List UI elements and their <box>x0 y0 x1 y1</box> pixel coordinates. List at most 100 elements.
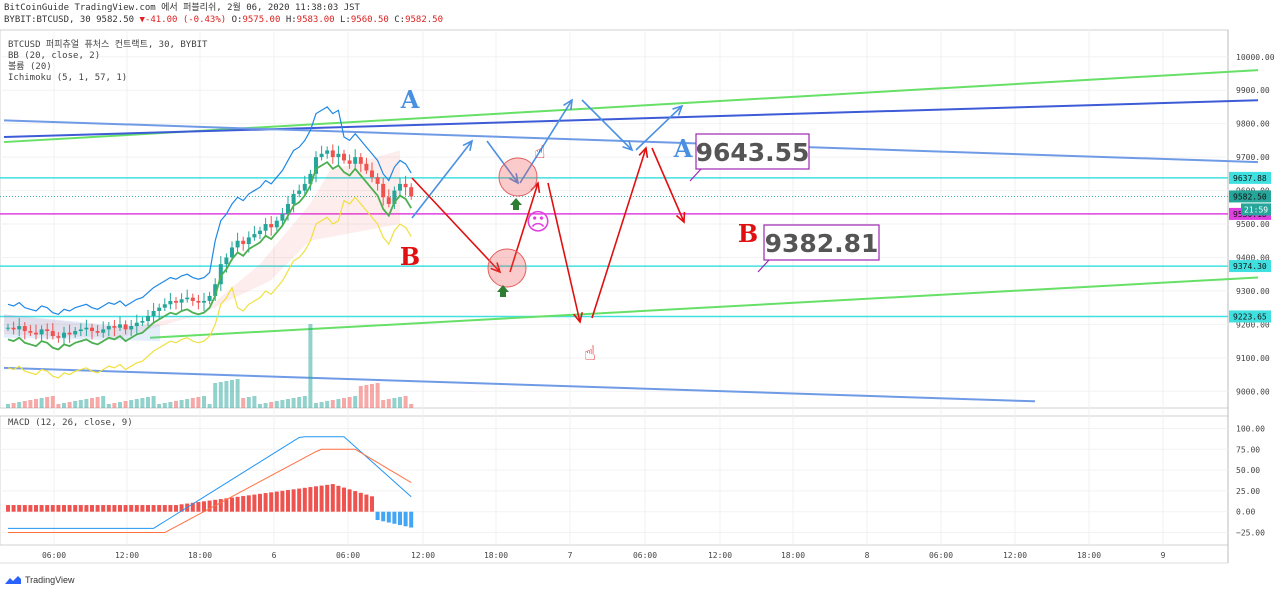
x-tick-label: 06:00 <box>929 551 953 560</box>
symbol-title[interactable]: BTCUSD 퍼피츄얼 퓨처스 컨트랙트, 30, BYBIT <box>8 40 208 50</box>
macd-legend[interactable]: MACD (12, 26, close, 9) <box>8 418 133 428</box>
macd-hist-bar <box>263 493 268 512</box>
candle-body <box>196 300 201 303</box>
low-value: 9560.50 <box>350 15 389 25</box>
volume-bar <box>174 401 178 408</box>
volume-bar <box>246 397 251 408</box>
candle-body <box>179 299 184 303</box>
high-label: H: <box>285 15 297 25</box>
bb-legend[interactable]: BB (20, close, 2) <box>8 51 101 61</box>
red-arrow <box>509 182 539 273</box>
candle-body <box>342 153 346 161</box>
volume-bar <box>185 399 190 408</box>
red-arrow-head <box>675 211 686 224</box>
volume-bar <box>224 381 229 408</box>
candle-body <box>274 220 279 228</box>
candle-body <box>56 336 61 338</box>
volume-bar <box>314 403 318 408</box>
blue-arrow-head <box>622 140 634 152</box>
x-tick-label: 12:00 <box>708 551 732 560</box>
volume-bar <box>308 324 313 408</box>
x-tick-label: 18:00 <box>484 551 508 560</box>
candle-body <box>403 183 408 188</box>
macd-hist-bar <box>28 505 33 512</box>
y-tick-label: 9300.00 <box>1236 287 1270 296</box>
macd-hist-bar <box>353 491 358 512</box>
candle-body <box>258 230 262 235</box>
blue-arrow-head <box>508 173 520 185</box>
countdown-tag <box>1241 203 1271 216</box>
blue-arrow <box>581 99 633 151</box>
macd-hist-bar <box>392 511 397 524</box>
volume-bar <box>56 404 61 408</box>
volume-bar <box>392 398 397 408</box>
wave-label: A <box>400 85 420 114</box>
volume-bar <box>218 382 223 408</box>
candle-body <box>129 326 134 330</box>
bb-upper-line <box>7 106 412 316</box>
x-tick-label: 9 <box>1161 551 1166 560</box>
macd-hist-bar <box>162 505 167 512</box>
down-arrow-icon: ▼ <box>139 15 145 25</box>
candle-body <box>34 332 38 335</box>
candle-body <box>370 170 374 178</box>
macd-hist-bar <box>62 505 66 512</box>
sad-face-icon: ☹ <box>525 208 550 236</box>
candle-body <box>162 304 167 308</box>
x-tick-label: 06:00 <box>633 551 657 560</box>
candle-body <box>392 190 397 204</box>
candle-body <box>330 150 335 158</box>
open-label: O: <box>231 15 243 25</box>
candle-body <box>364 163 369 171</box>
candle-body <box>39 329 44 335</box>
candle-body <box>358 157 363 164</box>
macd-hist-bar <box>179 504 184 512</box>
macd-hist-bar <box>291 489 296 512</box>
red-arrow <box>591 147 647 319</box>
blue-trendline <box>3 99 1259 139</box>
highlight-circle <box>498 157 538 197</box>
volume-bar <box>336 399 341 408</box>
volume-bar <box>330 400 335 408</box>
macd-y-tick-label: 100.00 <box>1236 424 1265 433</box>
footer-brand[interactable]: TradingView <box>4 575 75 585</box>
macd-hist-bar <box>39 505 44 512</box>
y-tick-label: 9000.00 <box>1236 387 1270 396</box>
candle-body <box>280 213 285 221</box>
volume-bar <box>95 397 100 408</box>
volume-bar <box>123 401 128 408</box>
price-change: -41.00 (-0.43%) <box>144 15 227 25</box>
macd-hist-bar <box>134 505 139 512</box>
blue-arrow <box>635 105 683 151</box>
volume-legend[interactable]: 볼륨 (20) <box>8 62 52 72</box>
macd-hist-bar <box>151 505 156 512</box>
candle-body <box>95 331 100 333</box>
candle-body <box>241 240 246 245</box>
y-tick-label: 9900.00 <box>1236 86 1270 95</box>
candle-body <box>297 190 302 194</box>
up-arrow-icon <box>497 285 509 297</box>
ohlc-line: BYBIT:BTCUSD, 30 9582.50 ▼-41.00 (-0.43%… <box>4 14 1224 26</box>
lower-green-trendline <box>149 276 1259 339</box>
volume-bar <box>140 398 145 408</box>
volume-bar <box>252 396 257 408</box>
macd-hist-bar <box>330 484 335 512</box>
ichimoku-legend[interactable]: Ichimoku (5, 1, 57, 1) <box>8 73 128 83</box>
macd-hist-bar <box>235 496 240 512</box>
volume-bar <box>286 399 290 408</box>
macd-y-tick-label: 50.00 <box>1236 466 1260 475</box>
red-arrow-head <box>573 312 583 324</box>
candle-body <box>252 234 257 238</box>
volume-bar <box>409 404 414 408</box>
macd-hist-bar <box>118 505 122 512</box>
macd-hist-bar <box>190 502 195 512</box>
x-tick-label: 18:00 <box>1077 551 1101 560</box>
macd-hist-bar <box>280 490 285 512</box>
macd-hist-bar <box>386 511 391 523</box>
candle-body <box>174 300 178 303</box>
price-tag <box>1229 190 1271 203</box>
publish-info: BitCoinGuide TradingView.com 에서 퍼블리쉬, 2월… <box>4 3 360 13</box>
volume-bar <box>190 398 195 408</box>
countdown-label: 21:59 <box>1244 205 1268 214</box>
y-tick-label: 9200.00 <box>1236 320 1270 329</box>
